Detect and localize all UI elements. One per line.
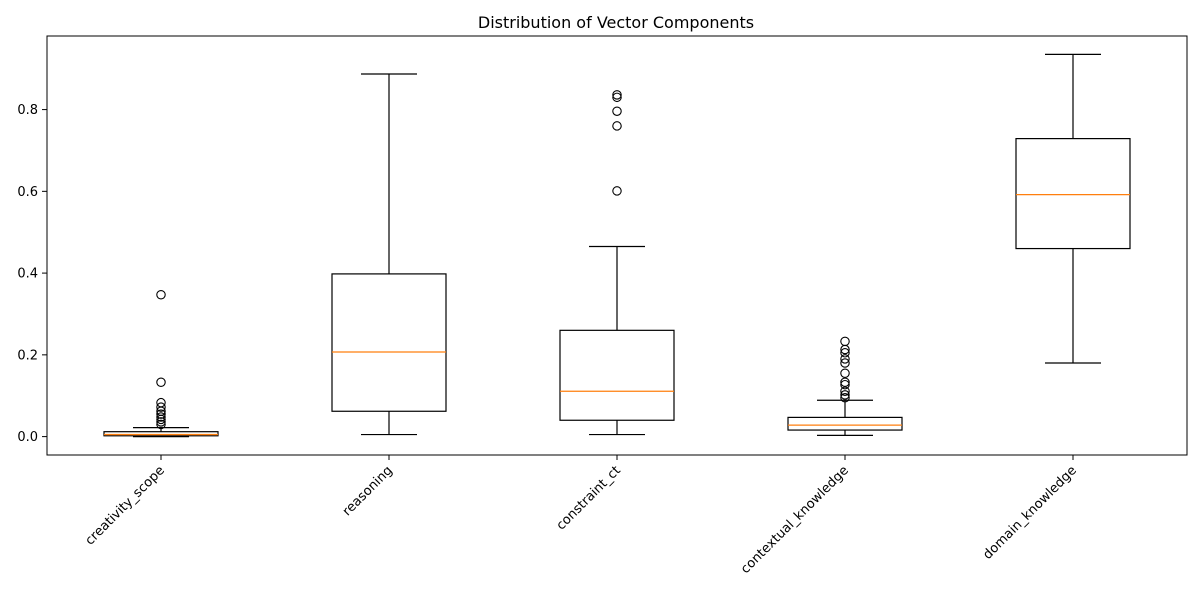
- outlier-point: [840, 336, 850, 347]
- outlier-point: [840, 379, 850, 390]
- box-iqr: [331, 273, 447, 412]
- outlier-point: [612, 186, 622, 196]
- chart-title: Distribution of Vector Components: [478, 13, 754, 32]
- outlier-point: [840, 348, 850, 358]
- x-tick-label: contextual_knowledge: [738, 463, 852, 577]
- x-tick-label: reasoning: [340, 463, 396, 519]
- y-tick-label: 0.6: [17, 185, 38, 200]
- box-iqr: [103, 431, 219, 437]
- x-tick-label: domain_knowledge: [980, 463, 1079, 562]
- outlier-point: [156, 377, 166, 387]
- outlier-point: [840, 393, 850, 403]
- outlier-point: [156, 412, 166, 422]
- outlier-point: [156, 409, 166, 419]
- outlier-point: [156, 419, 166, 430]
- outlier-point: [840, 386, 850, 396]
- y-tick-label: 0.8: [17, 103, 38, 118]
- outlier-point: [840, 390, 850, 400]
- outlier-point: [612, 121, 622, 131]
- x-tick-label: constraint_ct: [554, 463, 624, 533]
- outlier-point: [840, 354, 850, 364]
- outlier-point: [156, 397, 166, 408]
- outlier-point: [612, 106, 622, 116]
- outlier-point: [840, 368, 850, 378]
- outlier-point: [156, 417, 166, 427]
- y-tick-label: 0.0: [17, 430, 38, 445]
- box-iqr: [1015, 138, 1131, 250]
- outlier-point: [156, 402, 166, 412]
- outlier-point: [840, 377, 850, 387]
- outlier-point: [840, 358, 850, 368]
- outlier-point: [612, 92, 622, 103]
- x-tick-label: creativity_scope: [83, 463, 168, 548]
- plot-area: 0.0 0.2 0.4 0.6 0.8 creativity_scope reasoning…: [17, 53, 1131, 577]
- plot-frame: [46, 35, 1188, 456]
- outlier-point: [612, 90, 622, 100]
- outlier-point: [156, 290, 166, 300]
- box-iqr: [559, 329, 675, 421]
- box-iqr: [787, 416, 903, 431]
- y-tick-label: 0.2: [17, 348, 38, 363]
- y-tick-label: 0.4: [17, 267, 38, 282]
